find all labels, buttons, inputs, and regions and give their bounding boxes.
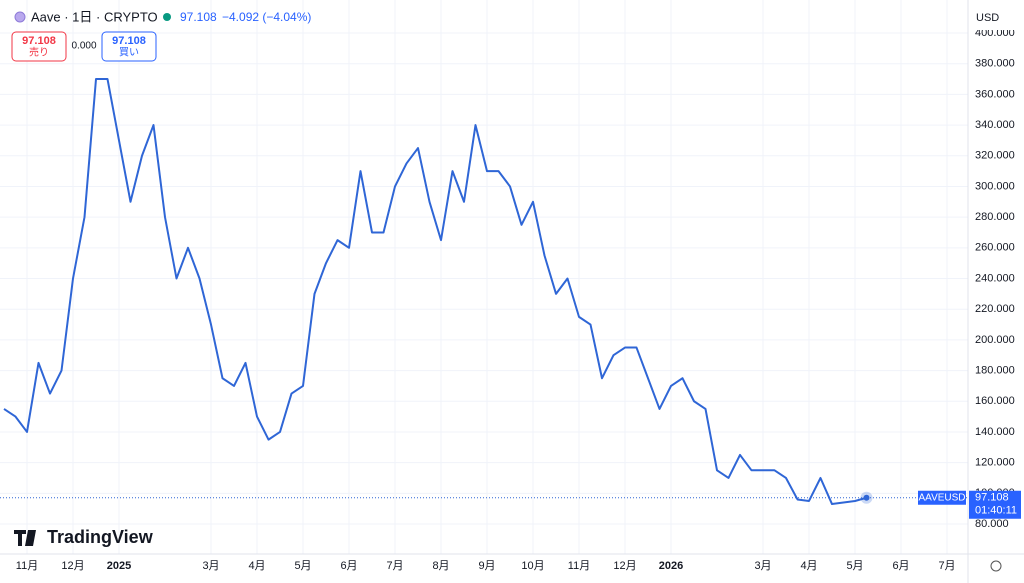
y-tick-label: 80.000 [975, 518, 1009, 530]
y-tick-label: 260.000 [975, 242, 1015, 254]
x-tick-label: 11月 [16, 560, 38, 572]
y-tick-label: 160.000 [975, 395, 1015, 407]
sell-button[interactable] [11, 31, 67, 62]
x-tick-label: 5月 [846, 560, 863, 572]
y-tick-label: 120.000 [975, 457, 1015, 469]
buy-price: 97.108 [112, 35, 146, 47]
spread: 0.000 [71, 41, 96, 52]
symbol-tag-text: AAVEUSD [918, 492, 965, 503]
x-tick-label: 4月 [800, 560, 817, 572]
x-tick-label: 3月 [202, 560, 219, 572]
symbol-tag [918, 490, 966, 505]
countdown: 01:40:11 [975, 505, 1017, 517]
y-tick-label: 180.000 [975, 364, 1015, 376]
price-line [3, 78, 867, 506]
x-tick-label: 7月 [938, 560, 955, 572]
x-tick-label: 7月 [386, 560, 403, 572]
x-tick-label: 6月 [892, 560, 909, 572]
settings-icon[interactable] [990, 560, 1002, 572]
y-tick-label: 340.000 [975, 119, 1015, 131]
x-tick-label: 12月 [613, 560, 636, 572]
buy-button[interactable] [101, 31, 157, 62]
y-tick-label: 360.000 [975, 88, 1015, 100]
y-tick-label: 380.000 [975, 58, 1015, 70]
buy-label: 買い [119, 47, 139, 59]
logo: TradingView [47, 527, 154, 547]
sell-price: 97.108 [22, 35, 56, 47]
x-tick-label: 12月 [61, 560, 84, 572]
plot [0, 78, 968, 506]
x-tick-label: 6月 [340, 560, 357, 572]
x-tick-label: 9月 [478, 560, 495, 572]
currency-button[interactable] [970, 6, 1018, 30]
status-dot [163, 13, 171, 21]
x-tick-label: 4月 [248, 560, 265, 572]
x-tick-label: 2025 [107, 560, 131, 572]
y-tick-label: 200.000 [975, 334, 1015, 346]
y-tick-label: 220.000 [975, 303, 1015, 315]
x-tick-label: 3月 [754, 560, 771, 572]
sell-label: 売り [29, 46, 49, 59]
symbol-icon [14, 11, 26, 23]
price: 97.108 [180, 10, 217, 24]
x-tick-label: 10月 [521, 560, 544, 572]
y-tick-label: 240.000 [975, 272, 1015, 284]
x-tick-label: 11月 [568, 560, 590, 572]
x-tick-label: 8月 [432, 560, 449, 572]
x-tick-label: 2026 [659, 560, 683, 572]
logo-icon [14, 530, 36, 546]
y-tick-label: 280.000 [975, 211, 1015, 223]
price-tag-text: 97.108 [975, 492, 1009, 504]
y-tick-label: 300.000 [975, 180, 1015, 192]
grid-layer: 80.000100.000120.000140.000160.000180.00… [0, 0, 1015, 572]
last-point [863, 494, 870, 501]
price-tag [969, 490, 1021, 519]
x-tick-label: 5月 [294, 560, 311, 572]
y-tick-label: 140.000 [975, 426, 1015, 438]
currency: USD [976, 12, 999, 24]
symbol[interactable]: Aave · 1日 · CRYPTO [31, 9, 158, 24]
change: −4.092 (−4.04%) [222, 10, 311, 24]
y-tick-label: 320.000 [975, 150, 1015, 162]
